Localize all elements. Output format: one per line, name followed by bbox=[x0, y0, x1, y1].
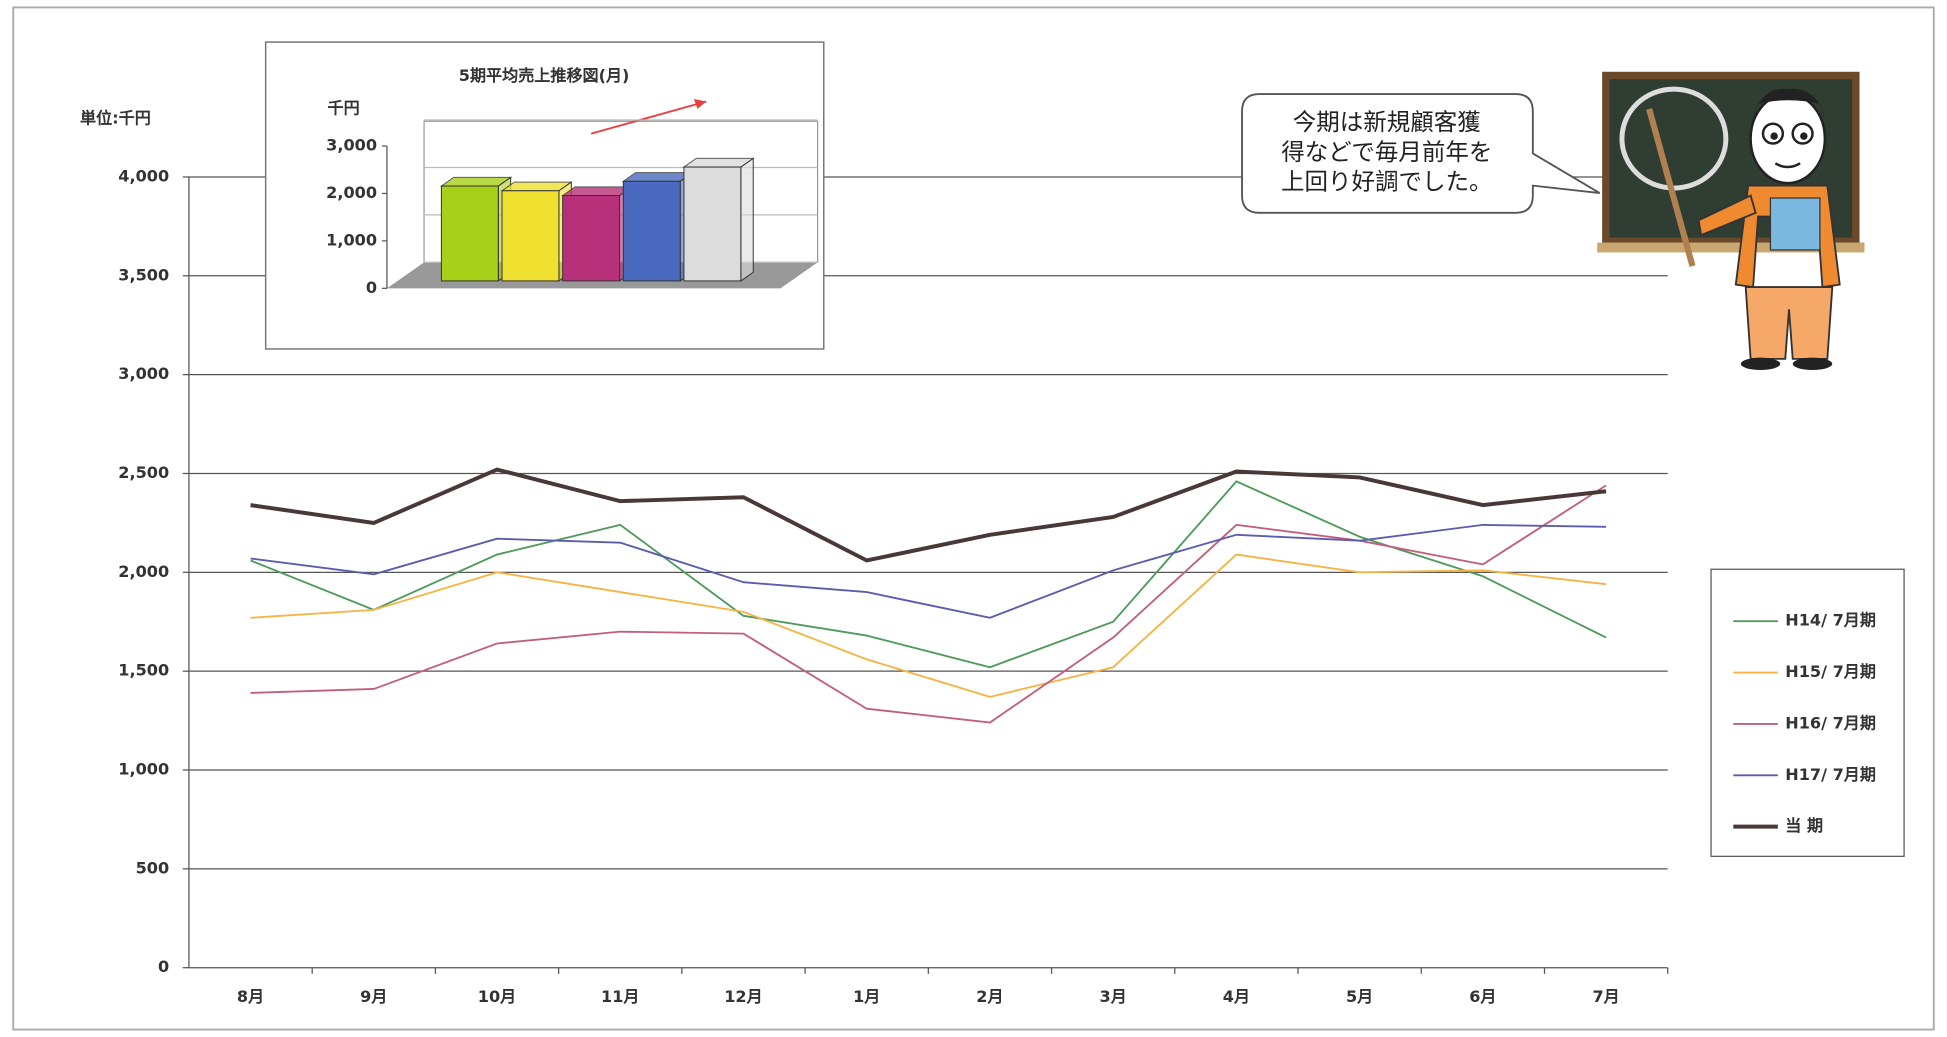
arrow-head bbox=[693, 98, 707, 109]
callout-line: 得などで毎月前年を bbox=[1281, 138, 1492, 166]
x-tick-label: 12月 bbox=[724, 987, 762, 1006]
x-tick-label: 5月 bbox=[1346, 987, 1373, 1006]
legend-label: H15/ 7月期 bbox=[1785, 662, 1876, 681]
callout-line: 上回り好調でした。 bbox=[1281, 168, 1493, 196]
series-line bbox=[250, 484, 1607, 724]
legend-label: H17/ 7月期 bbox=[1785, 765, 1876, 784]
legend-label: H16/ 7月期 bbox=[1785, 713, 1876, 732]
callout: 今期は新規顧客獲 得などで毎月前年を 上回り好調でした。 bbox=[1241, 93, 1601, 214]
y-tick-label: 4,000 bbox=[118, 166, 169, 185]
y-tick-label: 0 bbox=[366, 278, 377, 297]
unit-label: 単位:千円 bbox=[80, 108, 151, 127]
x-tick-label: 9月 bbox=[360, 987, 387, 1006]
y-tick-label: 500 bbox=[136, 858, 170, 877]
y-tick-label: 1,000 bbox=[326, 230, 377, 249]
series-line bbox=[250, 467, 1607, 563]
shoe bbox=[1792, 357, 1833, 371]
legend-box bbox=[1710, 568, 1905, 857]
speech-bubble bbox=[1241, 93, 1601, 214]
callout-line: 今期は新規顧客獲 bbox=[1293, 108, 1481, 136]
bar bbox=[440, 185, 499, 282]
y-tick-label: 2,500 bbox=[118, 463, 169, 482]
y-tick-label: 3,500 bbox=[118, 265, 169, 284]
x-tick-label: 10月 bbox=[478, 987, 516, 1006]
x-tick-label: 3月 bbox=[1100, 987, 1127, 1006]
inset-title: 5期平均売上推移図(月) bbox=[459, 66, 630, 85]
series-line bbox=[250, 480, 1607, 669]
y-tick-label: 3,000 bbox=[326, 136, 377, 155]
x-tick-label: 8月 bbox=[237, 987, 264, 1006]
trend-arrow bbox=[590, 100, 707, 135]
mouth bbox=[1774, 162, 1801, 169]
x-tick-label: 7月 bbox=[1592, 987, 1619, 1006]
y-tick-label: 3,000 bbox=[118, 364, 169, 383]
series-line bbox=[250, 523, 1607, 619]
y-tick-label: 2,000 bbox=[118, 562, 169, 581]
bar bbox=[622, 180, 681, 282]
x-tick-label: 4月 bbox=[1223, 987, 1250, 1006]
hair bbox=[1753, 88, 1825, 119]
pupil bbox=[1770, 132, 1778, 140]
book bbox=[1769, 197, 1821, 251]
x-tick-label: 1月 bbox=[853, 987, 880, 1006]
inset-unit: 千円 bbox=[328, 98, 360, 117]
chalk-tray bbox=[1597, 242, 1865, 253]
bar bbox=[683, 166, 742, 282]
series-line bbox=[250, 553, 1607, 698]
pointer bbox=[1646, 108, 1696, 267]
x-tick-label: 11月 bbox=[601, 987, 639, 1006]
arm bbox=[1697, 194, 1757, 237]
head bbox=[1749, 92, 1827, 185]
bar-side bbox=[740, 157, 754, 282]
x-tick-label: 6月 bbox=[1469, 987, 1496, 1006]
y-tick-label: 1,000 bbox=[118, 760, 169, 779]
bar bbox=[562, 195, 621, 282]
inset-chart: 5期平均売上推移図(月) 千円 0 1,000 2,000 3,000 bbox=[264, 41, 825, 350]
legend-label: 当 期 bbox=[1785, 816, 1823, 835]
pupil bbox=[1800, 132, 1808, 140]
y-tick-label: 1,500 bbox=[118, 661, 169, 680]
bar bbox=[501, 190, 560, 282]
y-tick-label: 0 bbox=[158, 957, 169, 976]
x-tick-label: 2月 bbox=[976, 987, 1003, 1006]
shoe bbox=[1740, 357, 1781, 371]
y-tick-label: 2,000 bbox=[326, 183, 377, 202]
legend-label: H14/ 7月期 bbox=[1785, 611, 1876, 630]
teacher-illustration bbox=[1597, 71, 1865, 371]
